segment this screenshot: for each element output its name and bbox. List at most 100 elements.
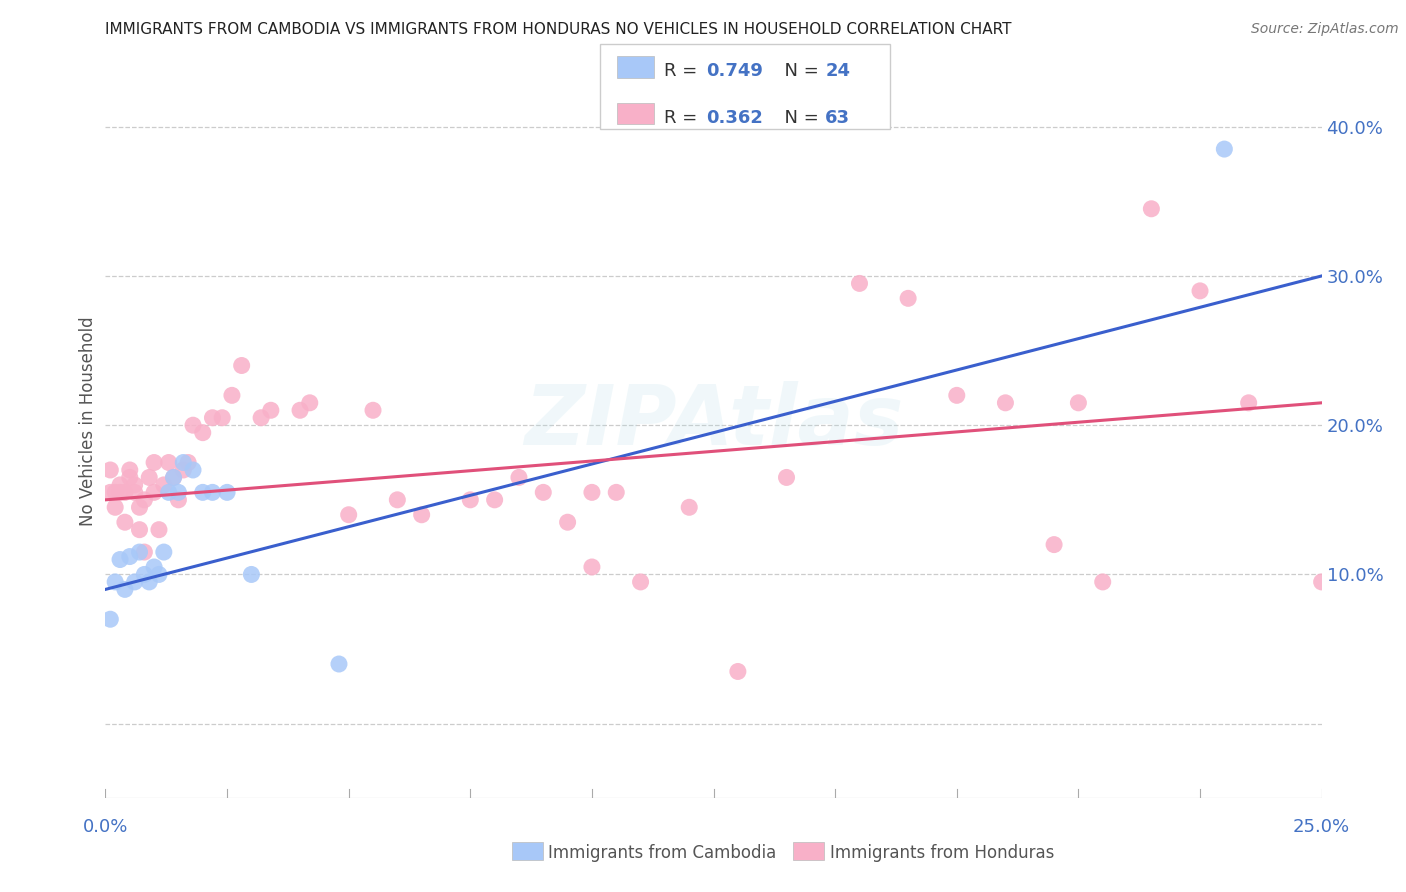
Point — [124, 574, 146, 589]
Point — [128, 523, 150, 537]
Point — [630, 574, 652, 589]
Point — [128, 545, 150, 559]
Point — [172, 463, 194, 477]
Point — [288, 403, 311, 417]
Point — [458, 492, 481, 507]
Point — [848, 277, 870, 291]
Point — [104, 574, 127, 589]
Point — [124, 478, 146, 492]
Point — [1091, 574, 1114, 589]
Point — [114, 515, 136, 529]
Text: 25.0%: 25.0% — [1294, 818, 1350, 836]
Point — [108, 552, 131, 566]
Point — [108, 478, 131, 492]
Point — [177, 456, 200, 470]
Point — [153, 545, 176, 559]
Point — [167, 485, 190, 500]
Point — [508, 470, 530, 484]
Point — [143, 560, 166, 574]
Text: 0.0%: 0.0% — [83, 818, 128, 836]
Point — [134, 492, 156, 507]
Point — [108, 485, 131, 500]
Text: Source: ZipAtlas.com: Source: ZipAtlas.com — [1251, 22, 1399, 37]
Point — [104, 500, 127, 515]
Point — [387, 492, 409, 507]
Point — [118, 470, 141, 484]
Text: 24: 24 — [825, 62, 851, 80]
Point — [128, 500, 150, 515]
Text: 63: 63 — [825, 109, 851, 127]
Point — [531, 485, 554, 500]
Point — [138, 470, 160, 484]
Point — [172, 456, 194, 470]
Point — [775, 470, 797, 484]
Point — [337, 508, 360, 522]
Point — [581, 485, 603, 500]
Point — [994, 396, 1017, 410]
Text: R =: R = — [664, 62, 703, 80]
Point — [484, 492, 506, 507]
Text: Immigrants from Honduras: Immigrants from Honduras — [830, 844, 1054, 862]
Point — [124, 485, 146, 500]
Point — [678, 500, 700, 515]
Text: Immigrants from Cambodia: Immigrants from Cambodia — [548, 844, 776, 862]
Point — [118, 549, 141, 564]
Point — [217, 485, 239, 500]
Point — [361, 403, 384, 417]
Text: ZIPAtlas: ZIPAtlas — [524, 381, 903, 462]
Point — [1043, 538, 1066, 552]
Point — [240, 567, 263, 582]
Point — [114, 582, 136, 597]
Point — [201, 485, 224, 500]
Point — [167, 492, 190, 507]
Text: N =: N = — [773, 109, 825, 127]
Point — [298, 396, 321, 410]
Point — [98, 612, 121, 626]
Point — [557, 515, 579, 529]
Text: R =: R = — [664, 109, 703, 127]
Point — [201, 410, 224, 425]
Point — [1213, 142, 1236, 156]
Point — [134, 567, 156, 582]
Text: N =: N = — [773, 62, 825, 80]
Point — [231, 359, 253, 373]
Point — [153, 478, 176, 492]
Point — [1310, 574, 1333, 589]
Text: 0.362: 0.362 — [706, 109, 762, 127]
Point — [411, 508, 433, 522]
Point — [118, 463, 141, 477]
Point — [157, 456, 180, 470]
Point — [181, 463, 204, 477]
Point — [1189, 284, 1212, 298]
Point — [727, 665, 749, 679]
Point — [1140, 202, 1163, 216]
Point — [98, 485, 121, 500]
Point — [98, 463, 121, 477]
Point — [211, 410, 233, 425]
Point — [1237, 396, 1260, 410]
Point — [945, 388, 967, 402]
Point — [114, 485, 136, 500]
Point — [581, 560, 603, 574]
Point — [328, 657, 350, 671]
Point — [191, 485, 214, 500]
Text: IMMIGRANTS FROM CAMBODIA VS IMMIGRANTS FROM HONDURAS NO VEHICLES IN HOUSEHOLD CO: IMMIGRANTS FROM CAMBODIA VS IMMIGRANTS F… — [105, 22, 1012, 37]
Point — [104, 485, 127, 500]
Y-axis label: No Vehicles in Household: No Vehicles in Household — [79, 317, 97, 526]
Point — [148, 567, 170, 582]
Point — [897, 291, 920, 305]
Point — [148, 523, 170, 537]
Point — [250, 410, 273, 425]
Point — [162, 470, 184, 484]
Point — [260, 403, 283, 417]
Point — [221, 388, 243, 402]
Point — [1067, 396, 1090, 410]
Point — [157, 485, 180, 500]
Text: 0.749: 0.749 — [706, 62, 762, 80]
Point — [181, 418, 204, 433]
Point — [162, 470, 184, 484]
Point — [143, 485, 166, 500]
Point — [138, 574, 160, 589]
Point — [143, 456, 166, 470]
Point — [134, 545, 156, 559]
